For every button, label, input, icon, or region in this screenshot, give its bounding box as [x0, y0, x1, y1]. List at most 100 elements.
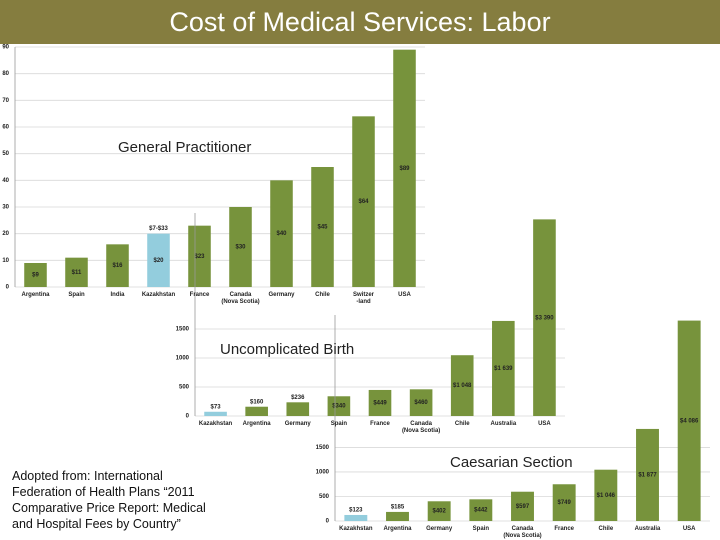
- bar: [469, 499, 493, 521]
- x-tick-label: Germany: [268, 292, 295, 298]
- bar: [311, 167, 334, 287]
- value-label: $1 639: [494, 366, 513, 372]
- y-tick-label: 80: [2, 71, 9, 77]
- y-tick-label: 500: [319, 494, 330, 500]
- value-label: $1 046: [597, 493, 616, 499]
- bar: [427, 501, 451, 521]
- bar: [552, 484, 576, 521]
- value-label: $185: [391, 505, 405, 511]
- bar: [106, 244, 129, 287]
- y-tick-label: 1500: [176, 327, 190, 333]
- x-tick-label: India: [110, 292, 125, 298]
- x-tick-label: Australia: [634, 526, 661, 532]
- value-label: $9: [32, 273, 39, 279]
- y-tick-label: 0: [186, 414, 190, 420]
- x-tick-label: Canada (Nova Scotia): [401, 421, 441, 434]
- bar: [229, 207, 252, 287]
- x-tick-label: Spain: [472, 526, 489, 532]
- y-tick-label: 10: [2, 258, 9, 264]
- bar: [147, 233, 170, 287]
- source-line: Comparative Price Report: Medical: [12, 501, 206, 515]
- chart-title: General Practitioner: [118, 139, 252, 156]
- x-tick-label: USA: [538, 421, 551, 427]
- x-tick-label: France: [554, 526, 574, 532]
- x-tick-label: Australia: [490, 421, 517, 427]
- value-label: $123: [349, 508, 363, 514]
- x-tick-label: USA: [682, 526, 696, 532]
- source-line: Federation of Health Plans “2011: [12, 485, 195, 499]
- value-label: $449: [373, 401, 387, 407]
- bar: [65, 257, 88, 287]
- source-line: and Hospital Fees by Country”: [12, 517, 181, 531]
- bar: [245, 406, 268, 416]
- value-label: $597: [516, 504, 530, 510]
- x-tick-label: Argentina: [21, 292, 50, 298]
- bar: [636, 428, 659, 521]
- value-label: $160: [250, 399, 264, 405]
- slide-title: Cost of Medical Services: Labor: [0, 0, 720, 44]
- value-label: $16: [112, 263, 123, 269]
- value-label: $1 048: [453, 383, 472, 389]
- value-label: $4 086: [680, 418, 699, 424]
- y-tick-label: 90: [2, 45, 9, 51]
- value-label: $23: [194, 254, 205, 260]
- y-tick-label: 30: [2, 205, 9, 211]
- source-line: Adopted from: International: [12, 469, 163, 483]
- y-tick-label: 70: [2, 98, 9, 104]
- bar: [270, 180, 293, 287]
- value-label: $340: [332, 404, 346, 410]
- x-tick-label: Kazakhstan: [339, 526, 373, 532]
- value-label: $40: [276, 231, 287, 237]
- x-tick-label: Spain: [330, 421, 348, 427]
- bar: [450, 355, 474, 416]
- bar: [393, 49, 416, 287]
- y-tick-label: 50: [2, 151, 9, 157]
- y-tick-label: 20: [2, 231, 9, 237]
- x-tick-label: Canada (Nova Scotia): [221, 292, 260, 305]
- y-tick-label: 1000: [176, 356, 190, 362]
- bar: [352, 116, 375, 287]
- value-label: $73: [211, 404, 222, 410]
- x-tick-label: Kazakhstan: [141, 292, 176, 298]
- x-tick-label: France: [370, 421, 390, 427]
- x-tick-label: Argentina: [242, 421, 271, 427]
- value-label: $460: [414, 400, 428, 406]
- bar: [594, 469, 618, 521]
- value-label: $749: [557, 500, 571, 506]
- x-tick-label: Chile: [454, 421, 470, 427]
- x-tick-label: Chile: [315, 292, 330, 298]
- y-tick-label: 0: [6, 285, 10, 291]
- annotation: $7-$33: [149, 226, 168, 232]
- bar: [368, 389, 392, 416]
- value-label: $236: [291, 395, 305, 401]
- bar: [344, 514, 368, 521]
- y-tick-label: 500: [179, 385, 190, 391]
- bar: [24, 263, 47, 287]
- x-tick-label: France: [189, 292, 210, 298]
- value-label: $30: [235, 245, 246, 251]
- chart-title: Uncomplicated Birth: [220, 341, 355, 358]
- value-label: $20: [153, 258, 164, 264]
- bar: [204, 411, 227, 416]
- bar: [533, 219, 556, 416]
- y-tick-label: 40: [2, 178, 9, 184]
- y-tick-label: 0: [326, 519, 330, 525]
- y-tick-label: 1000: [316, 470, 330, 476]
- value-label: $89: [399, 166, 410, 172]
- bar: [386, 511, 409, 521]
- x-tick-label: Kazakhstan: [198, 421, 233, 427]
- value-label: $11: [72, 270, 82, 276]
- bar: [492, 320, 515, 416]
- x-tick-label: USA: [398, 292, 411, 298]
- chart-title: Caesarian Section: [450, 454, 573, 471]
- y-tick-label: 60: [2, 125, 9, 131]
- value-label: $45: [317, 225, 328, 231]
- x-tick-label: Germany: [426, 526, 453, 532]
- source-note: Adopted from: International Federation o…: [12, 468, 206, 532]
- value-label: $3 390: [535, 315, 554, 321]
- bar: [511, 491, 534, 521]
- x-tick-label: Germany: [284, 421, 311, 427]
- x-tick-label: Canada (Nova Scotia): [503, 526, 542, 539]
